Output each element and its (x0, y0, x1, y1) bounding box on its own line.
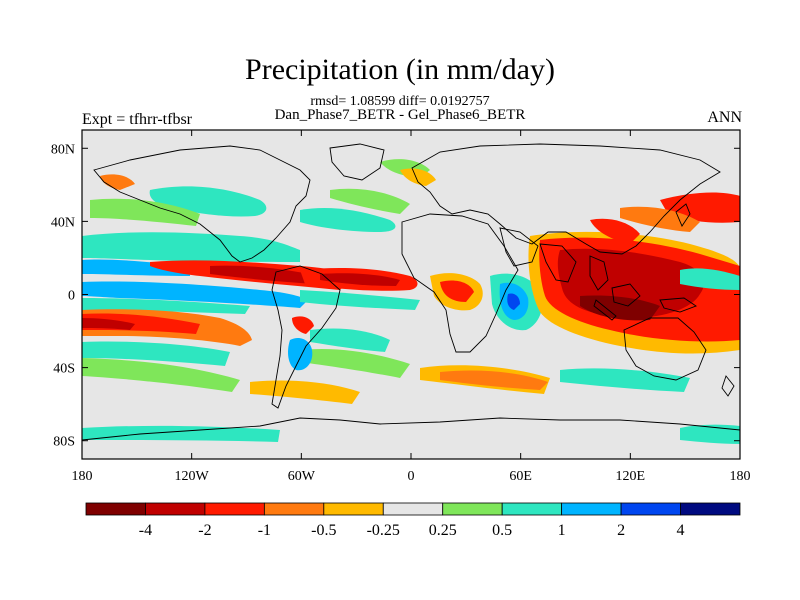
south-pacific-cyan (82, 341, 230, 366)
colorbar-swatch (561, 502, 622, 516)
atlantic-darkred-itcz (320, 273, 400, 286)
coastlines (82, 143, 740, 441)
maritime-darkest (580, 295, 660, 321)
experiment-label: Expt = tfhrr-tfbsr (82, 111, 193, 128)
x-tick-label: 120E (616, 469, 646, 484)
australia-coast (623, 317, 707, 381)
aleutian-orange (100, 174, 135, 190)
pacific-darkred-band-north (210, 265, 320, 284)
southern-ocean-red (440, 370, 548, 390)
colorbar-label: 1 (558, 522, 566, 539)
india-coast (539, 243, 577, 283)
pacific-darkred-band-south (82, 318, 135, 330)
greenland-coast (329, 143, 385, 181)
indian-ocean-darkblue (507, 293, 520, 310)
pacific-blue-band-equator (82, 281, 308, 308)
borneo-coast (611, 283, 641, 307)
colorbar-swatch (145, 502, 206, 516)
stats-line: rmsd= 1.08599 diff= 0.0192757 (310, 94, 490, 109)
anomaly-field (82, 159, 740, 444)
plot-title: Precipitation (in mm/day) (245, 53, 555, 86)
antarctic-coast-cyan (82, 425, 280, 442)
y-tick-label: 80S (53, 435, 75, 450)
north-america-coast (93, 145, 311, 263)
antarctica-coast (82, 417, 740, 441)
southern-ocean-cyan (560, 368, 690, 392)
atlantic-green-north (330, 188, 410, 214)
colorbar-swatch (620, 502, 681, 516)
colorbar-label: 4 (677, 522, 685, 539)
x-tick-label: 60W (288, 469, 316, 484)
colorbar-label: 0.25 (429, 522, 457, 539)
colorbar-swatch (204, 502, 265, 516)
colorbar-label: -2 (198, 522, 211, 539)
arabia-coast (499, 227, 539, 267)
y-tick-label: 40N (51, 215, 75, 230)
sumatra-coast (593, 299, 617, 321)
x-tick-label: 0 (408, 469, 415, 484)
colorbar-swatch (323, 502, 384, 516)
colorbar-swatch (85, 502, 146, 516)
south-atlantic-cyan (310, 328, 390, 352)
y-tick-label: 80N (51, 142, 75, 157)
south-pacific-green (82, 358, 240, 392)
south-america-red (292, 316, 314, 334)
colorbar-label: -4 (139, 522, 152, 539)
y-tick-label: 40S (53, 362, 75, 377)
south-atlantic-green (300, 348, 410, 378)
x-tick-label: 180 (72, 469, 93, 484)
africa-coast (401, 213, 519, 353)
colorbar-label: -1 (258, 522, 271, 539)
comparison-line: Dan_Phase7_BETR - Gel_Phase6_BETR (274, 107, 526, 123)
colorbar-label: -0.5 (311, 522, 336, 539)
colorbar-swatch (263, 502, 325, 516)
japan-coast (675, 203, 691, 227)
colorbar-swatch (501, 502, 563, 516)
colorbar-swatch (442, 502, 503, 516)
eurasia-coast (411, 143, 721, 255)
season-label: ANN (707, 109, 742, 126)
south-america-coast (271, 265, 341, 409)
x-tick-label: 120W (175, 469, 210, 484)
colorbar: -4 -2 -1 -0.5 -0.25 0.25 0.5 1 2 4 (85, 502, 741, 539)
nw-pacific-orange (620, 206, 700, 232)
atlantic-cyan-north (300, 208, 396, 232)
new-guinea-coast (659, 297, 697, 313)
atlantic-cyan-equator (300, 290, 420, 310)
y-tick-label: 0 (68, 289, 75, 304)
x-tick-label: 60E (509, 469, 532, 484)
pacific-red-band-south (82, 313, 200, 334)
new-zealand-coast (721, 375, 735, 397)
colorbar-label: -0.25 (367, 522, 400, 539)
antarctic-coast-cyan-east (680, 424, 740, 444)
north-pacific-green (90, 198, 200, 226)
colorbar-label: 0.5 (492, 522, 512, 539)
colorbar-label: 2 (617, 522, 625, 539)
southeast-asia-coast (589, 255, 609, 291)
colorbar-swatch (382, 502, 444, 516)
map-axes: 180 120W 60W 0 60E 120E 180 80N 40N 0 40S 80S (51, 130, 751, 484)
pacific-cyan-band-north (82, 232, 300, 262)
x-tick-label: 180 (730, 469, 751, 484)
south-atlantic-orange (250, 380, 360, 404)
arctic-orange (400, 168, 436, 186)
tropical-west-pacific-cyan (680, 268, 740, 290)
africa-red (440, 280, 474, 302)
east-asia-red (590, 218, 640, 244)
colorbar-swatch (680, 502, 741, 516)
